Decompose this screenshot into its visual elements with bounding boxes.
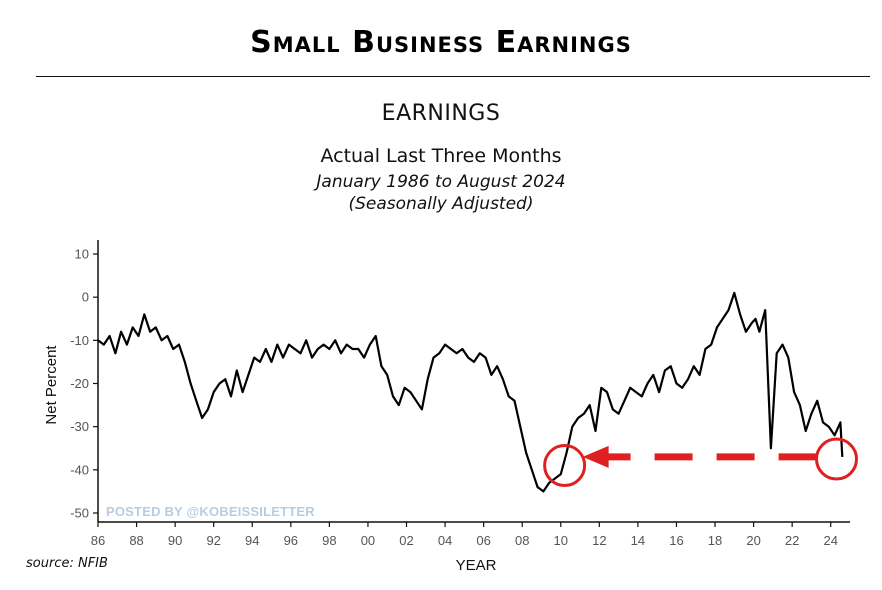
source-note: source: NFIB xyxy=(26,556,108,571)
x-tick-label: 24 xyxy=(823,533,837,548)
chart-date-range: January 1986 to August 2024 xyxy=(316,172,566,192)
y-tick-label: -10 xyxy=(70,333,89,348)
highlight-circle xyxy=(543,444,587,488)
x-tick-label: 90 xyxy=(168,533,182,548)
highlight-circle xyxy=(815,437,859,481)
chart-axes xyxy=(97,240,850,523)
x-axis-label: YEAR xyxy=(456,557,497,574)
y-axis-label: Net Percent xyxy=(43,345,60,425)
x-tick-label: 04 xyxy=(438,533,452,548)
x-tick-label: 18 xyxy=(708,533,722,548)
y-axis-ticks: 10 0 -10 -20 -30 -40 -50 xyxy=(70,247,98,521)
chart-note: (Seasonally Adjusted) xyxy=(348,194,534,214)
x-tick-label: 20 xyxy=(746,533,760,548)
x-tick-label: 94 xyxy=(245,533,259,548)
x-tick-label: 22 xyxy=(785,533,799,548)
watermark: POSTED BY @KOBEISSILETTER xyxy=(106,504,315,519)
x-tick-label: 86 xyxy=(91,533,105,548)
x-tick-label: 14 xyxy=(631,533,645,548)
y-tick-label: -30 xyxy=(70,419,89,434)
x-tick-label: 00 xyxy=(361,533,375,548)
y-tick-label: -50 xyxy=(70,506,89,521)
y-tick-label: -20 xyxy=(70,376,89,391)
earnings-series-line xyxy=(97,291,844,493)
title-divider xyxy=(36,76,870,77)
page-title: Small Business Earnings xyxy=(250,25,632,60)
series-lines xyxy=(97,291,844,493)
x-axis-ticks: 86 88 90 92 94 96 98 00 02 04 06 08 10 12 14 16 18 20 22 24 xyxy=(91,522,838,548)
x-tick-label: 08 xyxy=(515,533,529,548)
arrow-head xyxy=(582,445,609,468)
x-tick-label: 10 xyxy=(554,533,568,548)
x-tick-label: 12 xyxy=(592,533,606,548)
x-tick-label: 16 xyxy=(669,533,683,548)
x-tick-label: 02 xyxy=(399,533,413,548)
x-tick-label: 96 xyxy=(284,533,298,548)
y-tick-label: -40 xyxy=(70,462,89,477)
x-tick-label: 98 xyxy=(322,533,336,548)
chart-title: EARNINGS xyxy=(381,101,501,126)
x-tick-label: 92 xyxy=(206,533,220,548)
x-tick-label: 06 xyxy=(476,533,490,548)
annotations xyxy=(543,437,859,488)
y-tick-label: 10 xyxy=(75,247,89,262)
y-tick-label: 0 xyxy=(82,290,89,305)
x-tick-label: 88 xyxy=(129,533,143,548)
chart-subtitle: Actual Last Three Months xyxy=(320,145,562,167)
